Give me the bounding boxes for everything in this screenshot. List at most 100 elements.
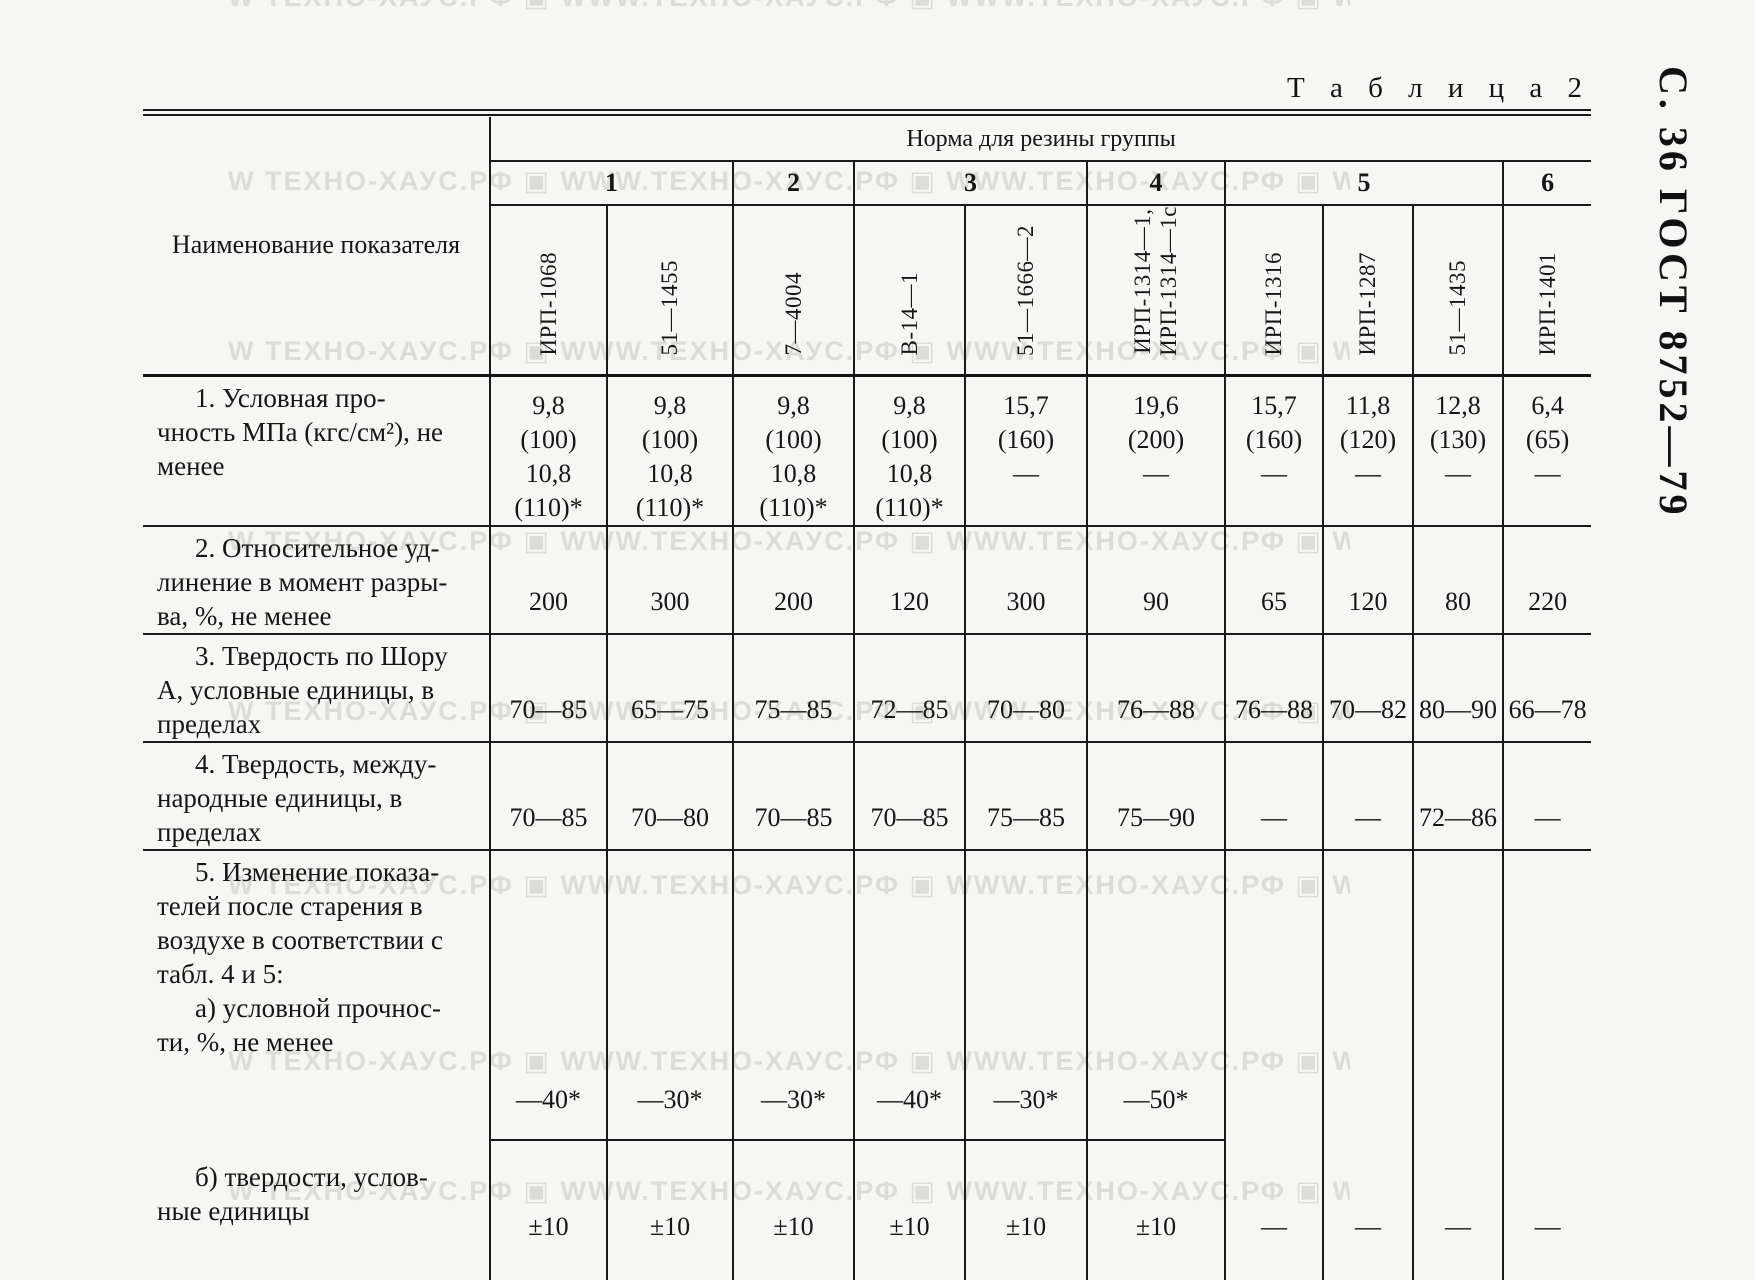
table-caption: Т а б л и ц а 2 (1287, 72, 1591, 104)
page-side-note: С. 36 ГОСТ 8752—79 (1651, 66, 1696, 519)
top-rule-thick (143, 114, 1591, 116)
value-cell: 120 (853, 525, 965, 635)
value-cell: 70—85 (489, 741, 607, 851)
merged-dash-cell: — (1412, 849, 1503, 1280)
value-cell: ±10 (732, 1139, 854, 1280)
value-cell: 65 (1224, 525, 1323, 635)
grade-header-cell: ИРП-1316 (1224, 205, 1323, 377)
grade-header-cell: В-14—1 (853, 205, 965, 377)
value-cell: —30* (964, 849, 1087, 1141)
value-cell: 15,7 (160) — (964, 375, 1087, 527)
grade-header-cell: 51—1455 (606, 205, 733, 377)
value-cell: ±10 (606, 1139, 733, 1280)
value-cell: 72—85 (853, 633, 965, 743)
value-cell: — (1224, 741, 1323, 851)
group-number-cell: 5 (1224, 161, 1503, 206)
value-cell: 70—85 (732, 741, 854, 851)
value-cell: — (1501, 741, 1592, 851)
value-cell: 75—85 (964, 741, 1087, 851)
group-number-cell: 3 (853, 161, 1087, 206)
value-cell: 75—90 (1086, 741, 1225, 851)
value-cell: 9,8 (100) 10,8 (110)* (853, 375, 965, 527)
value-cell: 75—85 (732, 633, 854, 743)
value-cell: —40* (853, 849, 965, 1141)
value-cell: 120 (1322, 525, 1413, 635)
grade-label: ИРП-1287 (1355, 252, 1380, 356)
group-number-cell: 1 (489, 161, 733, 206)
value-cell: —40* (489, 849, 607, 1141)
grade-header-cell: 51—1666—2 (964, 205, 1087, 377)
grade-header-cell: ИРП-1401 (1501, 205, 1592, 377)
merged-dash-cell: — (1224, 849, 1323, 1280)
gost-table-2: Наименование показателя Норма для резины… (143, 117, 1592, 1280)
row5-sub-b-label: б) твердости, услов- ные единицы (157, 1161, 428, 1226)
value-cell: 11,8 (120) — (1322, 375, 1413, 527)
value-cell: — (1322, 741, 1413, 851)
grade-label: 51—1455 (657, 260, 682, 356)
grade-label: ИРП-1401 (1534, 252, 1560, 356)
group-header: Норма для резины группы (488, 117, 1592, 162)
value-cell: 300 (964, 525, 1087, 635)
grade-header-cell: ИРП-1287 (1322, 205, 1413, 377)
grade-label: 7—4004 (780, 272, 806, 356)
value-cell: 70—85 (489, 633, 607, 743)
row-label: б) твердости, услов- ные единицы (143, 1140, 490, 1280)
value-cell: 70—80 (606, 741, 733, 851)
value-cell: ±10 (853, 1139, 965, 1280)
row-label: 4. Твердость, между- народные единицы, в… (143, 741, 490, 851)
row-label: 3. Твердость по Шору А, условные единицы… (143, 633, 490, 743)
row5-sub-a-label: а) условной прочнос- ти, %, не менее (157, 992, 442, 1057)
value-cell: ±10 (489, 1139, 607, 1280)
grade-label: 51—1435 (1445, 260, 1470, 356)
value-cell: 200 (732, 525, 854, 635)
grade-label: ИРП-1314—1, ИРП-1314—1с (1130, 206, 1181, 356)
merged-dash-cell: — (1322, 849, 1413, 1280)
value-cell: —30* (606, 849, 733, 1141)
grade-label: ИРП-1316 (1261, 252, 1286, 356)
top-rule-thin (143, 109, 1591, 111)
grade-header-cell: ИРП-1314—1, ИРП-1314—1с (1086, 205, 1225, 377)
value-cell: 76—88 (1224, 633, 1323, 743)
grade-header-cell: 7—4004 (732, 205, 854, 377)
grade-label: 51—1666—2 (1013, 224, 1038, 356)
group-number-cell: 4 (1086, 161, 1225, 206)
grade-label: В-14—1 (896, 272, 922, 356)
row-label: 2. Относительное уд- линение в момент ра… (143, 525, 490, 635)
value-cell: 15,7 (160) — (1224, 375, 1323, 527)
document-page: W ТЕХНО-ХАУС.РФ ▣ WWW.ТЕХНО-ХАУС.РФ ▣ WW… (143, 0, 1696, 1280)
value-cell: 9,8 (100) 10,8 (110)* (489, 375, 607, 527)
value-cell: ±10 (1086, 1139, 1225, 1280)
grade-header-cell: ИРП-1068 (489, 205, 607, 377)
value-cell: —30* (732, 849, 854, 1141)
grade-header-cell: 51—1435 (1412, 205, 1503, 377)
value-cell: 72—86 (1412, 741, 1503, 851)
row-label: 1. Условная про- чность МПа (кгс/см²), н… (143, 375, 490, 527)
value-cell: 220 (1501, 525, 1592, 635)
value-cell: 65—75 (606, 633, 733, 743)
grade-label: ИРП-1068 (535, 252, 561, 356)
group-number-cell: 2 (732, 161, 854, 206)
row5-intro: 5. Изменение показа- телей после старени… (157, 856, 443, 989)
name-column-header: Наименование показателя (143, 117, 490, 377)
value-cell: 70—80 (964, 633, 1087, 743)
group-number-cell: 6 (1501, 161, 1592, 206)
value-cell: 9,8 (100) 10,8 (110)* (732, 375, 854, 527)
value-cell: 80—90 (1412, 633, 1503, 743)
value-cell: 70—85 (853, 741, 965, 851)
value-cell: —50* (1086, 849, 1225, 1141)
value-cell: 80 (1412, 525, 1503, 635)
value-cell: 66—78 (1501, 633, 1592, 743)
value-cell: 19,6 (200) — (1086, 375, 1225, 527)
value-cell: 6,4 (65) — (1501, 375, 1592, 527)
value-cell: 300 (606, 525, 733, 635)
value-cell: 12,8 (130) — (1412, 375, 1503, 527)
value-cell: 70—82 (1322, 633, 1413, 743)
row-label: 5. Изменение показа- телей после старени… (143, 850, 490, 1140)
merged-dash-cell: — (1501, 849, 1592, 1280)
value-cell: 90 (1086, 525, 1225, 635)
value-cell: 9,8 (100) 10,8 (110)* (606, 375, 733, 527)
watermark-row: W ТЕХНО-ХАУС.РФ ▣ WWW.ТЕХНО-ХАУС.РФ ▣ WW… (228, 0, 1350, 16)
value-cell: ±10 (964, 1139, 1087, 1280)
value-cell: 200 (489, 525, 607, 635)
value-cell: 76—88 (1086, 633, 1225, 743)
